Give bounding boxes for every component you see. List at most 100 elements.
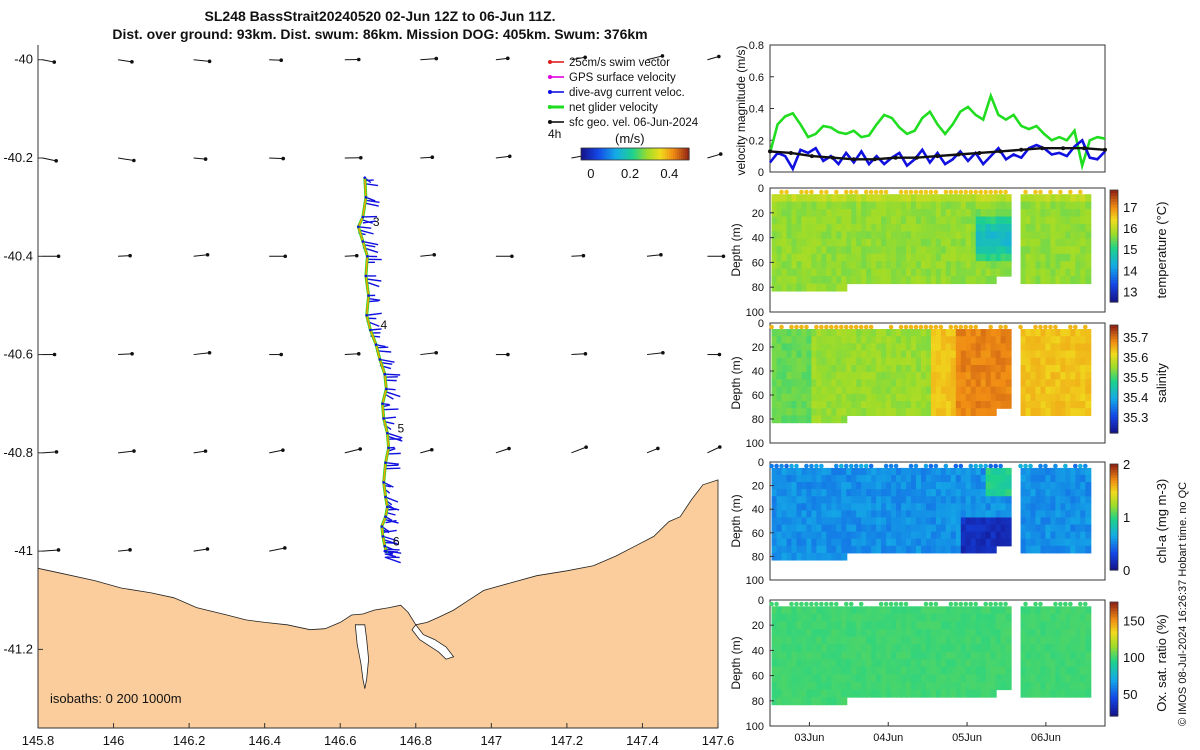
legend-label: net glider velocity bbox=[569, 102, 658, 114]
section-cell bbox=[826, 223, 833, 233]
section-cell bbox=[896, 606, 903, 615]
section-cell bbox=[791, 510, 798, 519]
section-cell bbox=[1005, 393, 1012, 402]
section-cell bbox=[935, 350, 942, 359]
track-point bbox=[384, 515, 387, 519]
section-y-tick-label: 60 bbox=[752, 671, 764, 683]
section-cell bbox=[965, 531, 972, 540]
section-cell bbox=[911, 545, 918, 554]
section-cell bbox=[915, 231, 923, 240]
section-cell bbox=[806, 365, 813, 373]
section-cell bbox=[960, 276, 967, 285]
section-cell bbox=[1000, 538, 1007, 547]
section-cell bbox=[791, 386, 798, 395]
section-cell bbox=[811, 621, 818, 630]
section-cell bbox=[846, 246, 853, 255]
section-cell bbox=[831, 628, 838, 638]
section-cell bbox=[1050, 545, 1057, 554]
section-cell bbox=[1055, 510, 1062, 519]
section-cell bbox=[911, 659, 918, 668]
section-cell bbox=[851, 613, 858, 623]
section-cell bbox=[791, 552, 798, 561]
surface-sample-dot bbox=[1043, 463, 1048, 469]
map-x-tick-label: 147.6 bbox=[702, 733, 735, 748]
section-cell bbox=[1050, 276, 1057, 285]
section-cell bbox=[920, 238, 928, 247]
section-cell bbox=[960, 261, 967, 270]
section-cell bbox=[786, 223, 793, 233]
section-cell bbox=[826, 283, 833, 292]
section-cell bbox=[801, 415, 808, 424]
section-cell bbox=[801, 401, 808, 409]
section-cell bbox=[985, 194, 992, 203]
section-cell bbox=[866, 545, 873, 554]
map-y-tick-label: -41 bbox=[14, 543, 33, 558]
geo-velocity-arrow bbox=[707, 56, 719, 61]
section-cell bbox=[995, 253, 1002, 262]
section-cell bbox=[876, 216, 883, 225]
section-cell bbox=[776, 628, 783, 638]
section-cell bbox=[920, 482, 928, 490]
geo-velocity-arrowhead bbox=[205, 547, 210, 551]
track-point bbox=[381, 535, 385, 538]
section-cell bbox=[920, 386, 928, 395]
section-cell bbox=[801, 628, 808, 638]
speed-colorbar-cell bbox=[633, 148, 636, 160]
section-cell bbox=[911, 489, 918, 497]
section-cell bbox=[1070, 689, 1077, 698]
section-cell bbox=[930, 651, 937, 660]
section-cell bbox=[985, 261, 992, 270]
section-cell bbox=[811, 517, 818, 526]
section-cell bbox=[955, 379, 962, 388]
section-cell bbox=[776, 276, 783, 285]
section-cell bbox=[1035, 531, 1042, 540]
section-cell bbox=[1025, 238, 1032, 247]
section-cell bbox=[1025, 467, 1032, 476]
section-cell bbox=[960, 524, 967, 533]
section-cell bbox=[935, 689, 942, 698]
section-cell bbox=[791, 538, 798, 547]
section-cell bbox=[1065, 238, 1072, 247]
section-cell bbox=[1065, 216, 1072, 225]
section-colorbar-cell bbox=[1110, 274, 1118, 278]
section-cell bbox=[945, 194, 952, 203]
section-cell bbox=[965, 651, 972, 660]
section-cell bbox=[821, 379, 828, 388]
section-cell bbox=[1020, 216, 1027, 225]
section-cell bbox=[871, 231, 878, 240]
section-cell bbox=[920, 329, 928, 337]
section-cell bbox=[896, 474, 903, 483]
section-cell bbox=[1030, 329, 1037, 337]
section-cell bbox=[876, 276, 883, 285]
section-cell bbox=[911, 393, 918, 402]
section-cell bbox=[886, 636, 893, 645]
section-cell bbox=[836, 408, 843, 416]
section-cell bbox=[1030, 201, 1037, 210]
section-cell bbox=[1020, 666, 1027, 675]
section-cell bbox=[826, 552, 833, 561]
section-cell bbox=[1020, 343, 1027, 352]
section-cell bbox=[990, 517, 997, 526]
section-cell bbox=[876, 343, 883, 352]
section-cell bbox=[1045, 238, 1052, 247]
section-cell bbox=[955, 651, 962, 660]
section-cell bbox=[776, 350, 783, 359]
surface-sample-dot bbox=[928, 324, 934, 330]
section-cell bbox=[1000, 510, 1007, 519]
section-colorbar-tick: 35.5 bbox=[1123, 370, 1148, 385]
section-cell bbox=[1060, 524, 1067, 533]
section-cell bbox=[906, 606, 913, 615]
section-cell bbox=[781, 194, 788, 203]
section-cell bbox=[1085, 393, 1092, 402]
section-cell bbox=[1005, 194, 1012, 203]
section-cell bbox=[901, 496, 908, 504]
section-cell bbox=[990, 474, 997, 483]
section-cell bbox=[960, 238, 967, 247]
section-cell bbox=[970, 386, 977, 395]
velocity-geo-point bbox=[1019, 147, 1024, 152]
section-cell bbox=[1050, 503, 1057, 511]
section-cell bbox=[1045, 343, 1052, 352]
section-cell bbox=[886, 386, 893, 395]
section-cell bbox=[831, 343, 838, 352]
section-cell bbox=[806, 674, 813, 683]
